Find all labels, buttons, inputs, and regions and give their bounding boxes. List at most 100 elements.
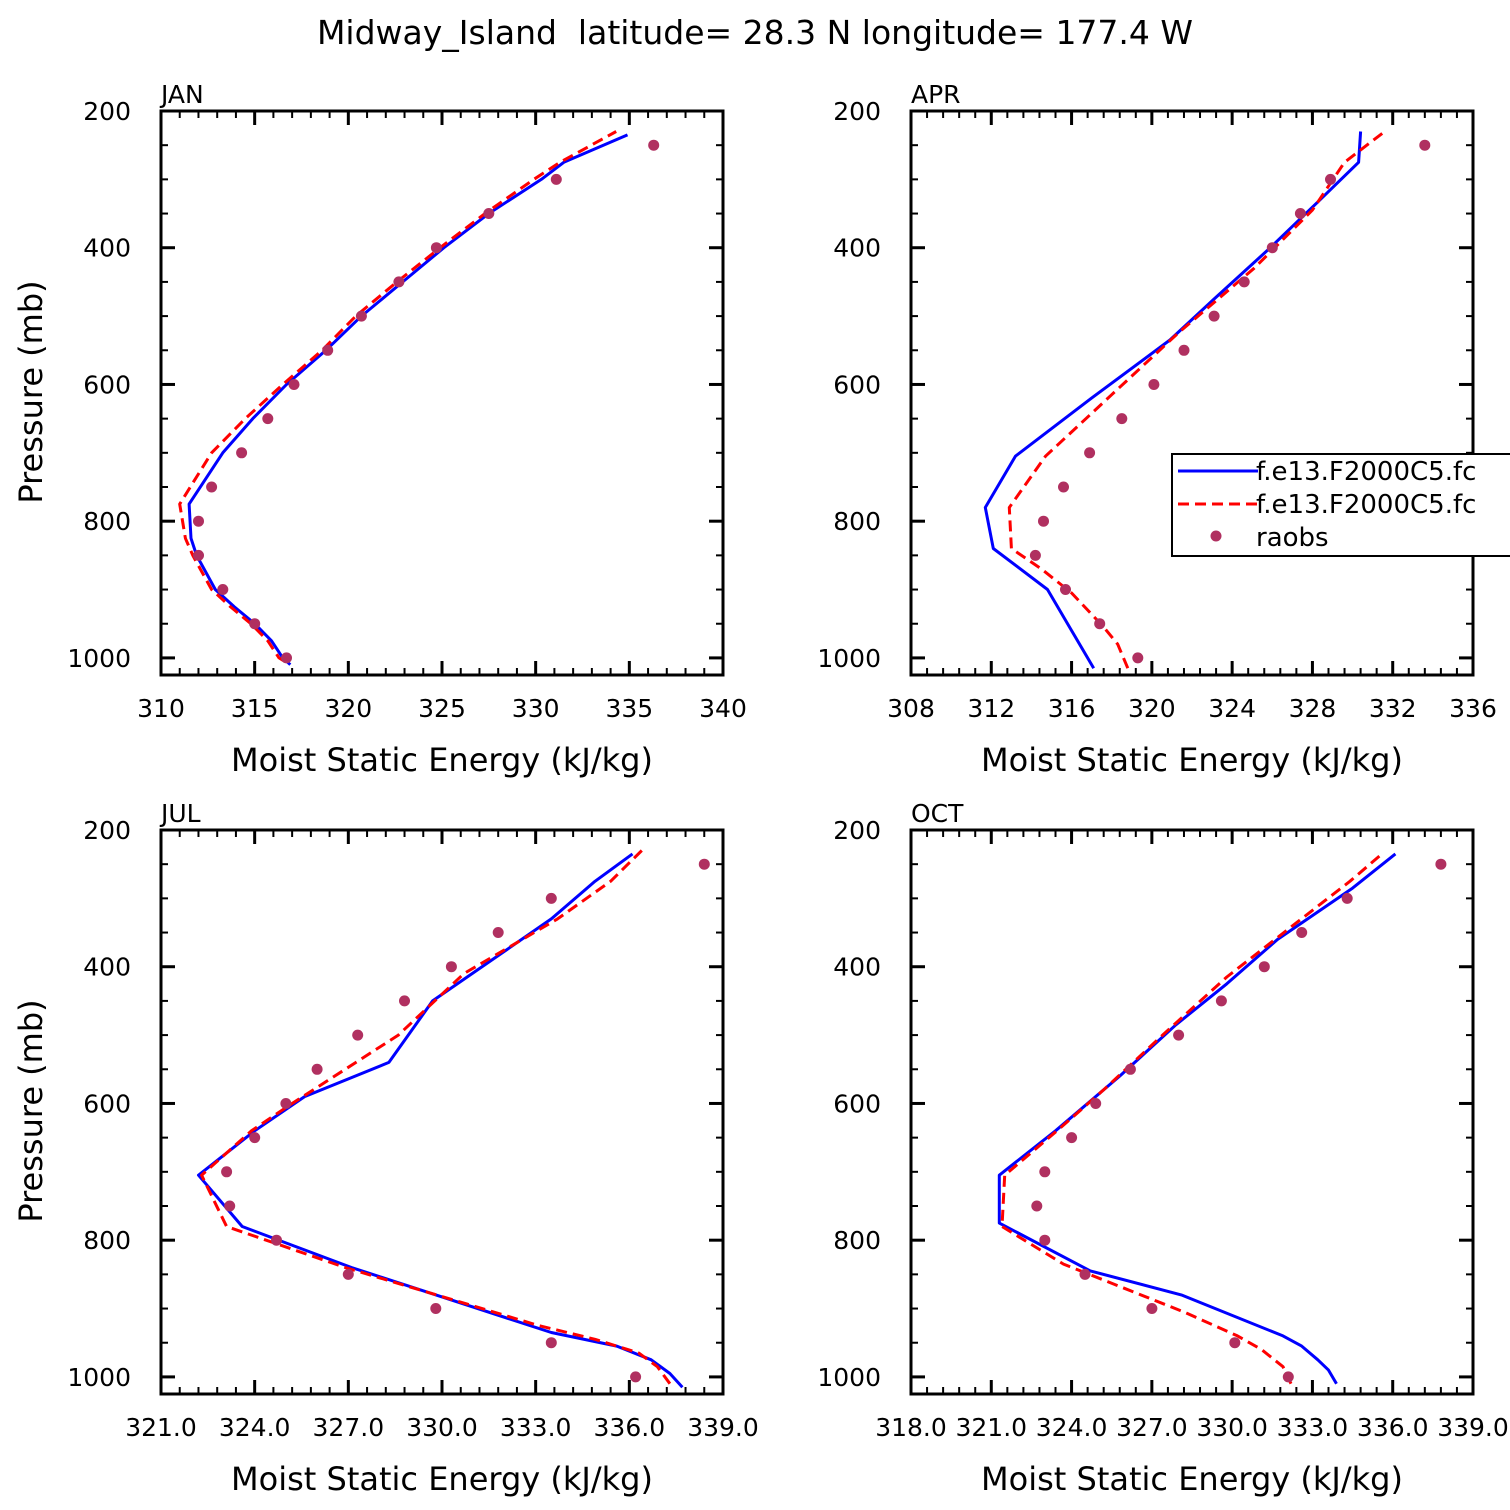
- obs-point: [430, 242, 442, 254]
- x-tick-label: 318.0: [875, 1413, 947, 1442]
- obs-point: [193, 515, 204, 527]
- obs-point: [483, 208, 495, 219]
- obs-point: [236, 447, 248, 459]
- obs-point: [545, 1337, 557, 1349]
- obs-point: [262, 413, 274, 425]
- panel-label: OCT: [911, 799, 964, 828]
- y-tick-label: 600: [833, 1089, 881, 1118]
- series-line-solid: [997, 852, 1397, 1385]
- y-tick-label: 200: [83, 97, 131, 126]
- y-tick-label: 1000: [67, 1363, 131, 1392]
- y-tick-label: 200: [833, 816, 881, 845]
- x-tick-label: 336.0: [1357, 1413, 1429, 1442]
- minor-ticks: [160, 829, 724, 1394]
- obs-point: [311, 1063, 323, 1075]
- obs-point: [342, 1268, 354, 1280]
- y-tick-label: 400: [833, 234, 881, 263]
- obs-point: [1039, 1166, 1051, 1178]
- x-axis-label: Moist Static Energy (kJ/kg): [981, 1460, 1403, 1498]
- panel-apr: 308 312 316 320 324 328 332 336 200 400 600 800 1000…: [817, 80, 1496, 779]
- x-tick-label: 324.0: [219, 1413, 291, 1442]
- y-tick-label: 1000: [817, 1363, 881, 1392]
- x-tick-label: 330.0: [406, 1413, 478, 1442]
- x-tick-label: 324: [1208, 694, 1256, 723]
- obs-point: [1124, 1063, 1136, 1075]
- panel-label: JUL: [159, 799, 201, 828]
- obs-point: [1146, 1303, 1158, 1314]
- obs-point: [355, 310, 367, 322]
- x-tick-label: 327.0: [1116, 1413, 1188, 1442]
- obs-point: [492, 927, 504, 938]
- y-tick-label: 800: [83, 1226, 131, 1255]
- obs-point: [1038, 515, 1049, 527]
- obs-point: [1435, 858, 1447, 870]
- series-line-dashed: [200, 849, 672, 1385]
- panel-label: JAN: [159, 80, 204, 109]
- y-tick-label: 600: [83, 370, 131, 399]
- x-tick-label: 339.0: [1437, 1413, 1509, 1442]
- x-tick-label: 308: [887, 694, 935, 723]
- x-tick-label: 327.0: [313, 1413, 385, 1442]
- obs-point: [352, 1029, 364, 1041]
- obs-point: [224, 1200, 236, 1212]
- minor-ticks: [160, 110, 724, 675]
- obs-point: [1341, 892, 1353, 904]
- series-line-solid: [983, 131, 1363, 669]
- obs-point: [1419, 139, 1431, 151]
- obs-point: [271, 1234, 282, 1246]
- plot-frame: [909, 828, 1475, 1396]
- obs-point: [1294, 208, 1306, 219]
- x-tick-label: 316: [1048, 694, 1096, 723]
- obs-point: [249, 1132, 261, 1144]
- x-tick-label: 320: [324, 694, 372, 723]
- y-axis-label: Pressure (mb): [12, 280, 50, 503]
- obs-point: [393, 276, 405, 288]
- obs-point: [1208, 310, 1220, 322]
- y-tick-label: 1000: [817, 644, 881, 673]
- y-tick-label: 400: [83, 234, 131, 263]
- x-tick-label: 330: [512, 694, 560, 723]
- obs-point: [1039, 1234, 1051, 1246]
- obs-point: [1296, 927, 1308, 938]
- obs-point: [1058, 481, 1069, 493]
- y-tick-label: 400: [833, 953, 881, 982]
- y-tick-label: 800: [83, 507, 131, 536]
- y-tick-label: 200: [833, 97, 881, 126]
- obs-point: [1079, 1268, 1091, 1280]
- x-tick-label: 330.0: [1196, 1413, 1268, 1442]
- obs-point: [206, 481, 218, 493]
- legend-label-model1: f.e13.F2000C5.fc: [1256, 457, 1476, 487]
- x-axis-label: Moist Static Energy (kJ/kg): [231, 741, 653, 779]
- obs-point: [1066, 1132, 1078, 1144]
- y-tick-label: 800: [833, 1226, 881, 1255]
- minor-ticks: [910, 829, 1474, 1394]
- x-tick-label: 339.0: [687, 1413, 759, 1442]
- plot-frame: [159, 109, 725, 677]
- figure-title: Midway_Island latitude= 28.3 N longitude…: [317, 13, 1193, 52]
- y-tick-label: 600: [83, 1089, 131, 1118]
- x-tick-label: 325: [418, 694, 466, 723]
- x-tick-label: 336.0: [594, 1413, 666, 1442]
- obs-point: [1031, 1200, 1043, 1212]
- obs-point: [1116, 413, 1128, 425]
- legend-label-obs: raobs: [1256, 523, 1329, 553]
- x-tick-label: 321.0: [125, 1413, 197, 1442]
- obs-point: [1266, 242, 1278, 254]
- obs-point: [550, 173, 562, 185]
- x-tick-label: 335: [605, 694, 653, 723]
- obs-point: [249, 618, 261, 630]
- plot-frame: [159, 828, 725, 1396]
- x-axis-label: Moist Static Energy (kJ/kg): [981, 741, 1403, 779]
- x-tick-label: 321.0: [955, 1413, 1027, 1442]
- legend: f.e13.F2000C5.fc f.e13.F2000C5.fc raobs: [1171, 453, 1510, 557]
- obs-point: [322, 344, 334, 356]
- obs-point: [445, 961, 457, 973]
- obs-point: [1060, 584, 1071, 595]
- x-tick-label: 320: [1128, 694, 1176, 723]
- x-tick-label: 312: [967, 694, 1015, 723]
- x-tick-label: 340: [699, 694, 747, 723]
- x-tick-label: 310: [137, 694, 185, 723]
- y-tick-label: 800: [833, 507, 881, 536]
- minor-ticks: [910, 110, 1474, 675]
- x-tick-label: 315: [231, 694, 279, 723]
